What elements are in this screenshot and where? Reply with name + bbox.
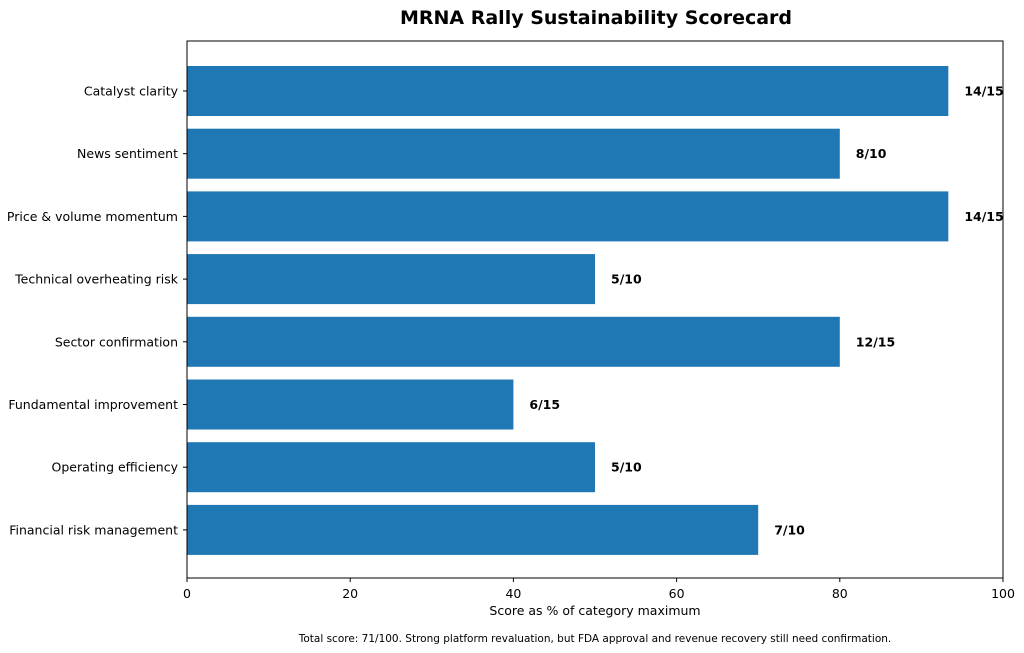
x-tick-label-60: 60 (669, 586, 685, 601)
bar-technical-overheating-risk (187, 254, 595, 305)
bar-fundamental-improvement (187, 379, 514, 430)
data-labels-group: 14/15 8/10 14/15 5/10 12/15 6/15 5/10 7/10 (529, 84, 1003, 538)
data-label-catalyst-clarity: 14/15 (964, 84, 1003, 99)
data-label-operating-efficiency: 5/10 (611, 460, 642, 475)
bar-financial-risk-management (187, 504, 759, 555)
chart-title: MRNA Rally Sustainability Scorecard (400, 7, 792, 29)
y-tick-label-fundamental-improvement: Fundamental improvement (8, 397, 178, 412)
x-tick-label-100: 100 (991, 586, 1015, 601)
data-label-news-sentiment: 8/10 (856, 146, 887, 161)
bar-news-sentiment (187, 128, 840, 179)
x-axis-ticks: 0 20 40 60 80 100 (183, 578, 1015, 601)
data-label-fundamental-improvement: 6/15 (529, 397, 560, 412)
data-label-technical-overheating-risk: 5/10 (611, 272, 642, 287)
x-tick-label-20: 20 (342, 586, 358, 601)
x-tick-label-0: 0 (183, 586, 191, 601)
data-label-sector-confirmation: 12/15 (856, 334, 895, 349)
y-tick-label-price-and-volume-momentum: Price & volume momentum (7, 209, 178, 224)
y-tick-label-financial-risk-management: Financial risk management (9, 522, 178, 537)
y-tick-label-sector-confirmation: Sector confirmation (55, 334, 178, 349)
bar-price-and-volume-momentum (187, 191, 949, 242)
bar-catalyst-clarity (187, 66, 949, 116)
y-tick-label-technical-overheating-risk: Technical overheating risk (14, 272, 179, 287)
data-label-financial-risk-management: 7/10 (774, 522, 805, 537)
y-tick-label-news-sentiment: News sentiment (77, 146, 178, 161)
bars-group (187, 66, 949, 555)
x-axis-label: Score as % of category maximum (489, 603, 700, 618)
y-tick-label-catalyst-clarity: Catalyst clarity (84, 84, 179, 99)
chart-footnote: Total score: 71/100. Strong platform rev… (298, 633, 892, 645)
data-label-price-and-volume-momentum: 14/15 (964, 209, 1003, 224)
bar-sector-confirmation (187, 316, 840, 367)
bar-operating-efficiency (187, 442, 595, 493)
plot-frame (186, 40, 1004, 579)
y-axis-ticks: Catalyst clarity News sentiment Price & vo… (7, 84, 187, 537)
x-tick-label-80: 80 (832, 586, 848, 601)
x-tick-label-40: 40 (505, 586, 521, 601)
y-tick-label-operating-efficiency: Operating efficiency (52, 460, 179, 475)
